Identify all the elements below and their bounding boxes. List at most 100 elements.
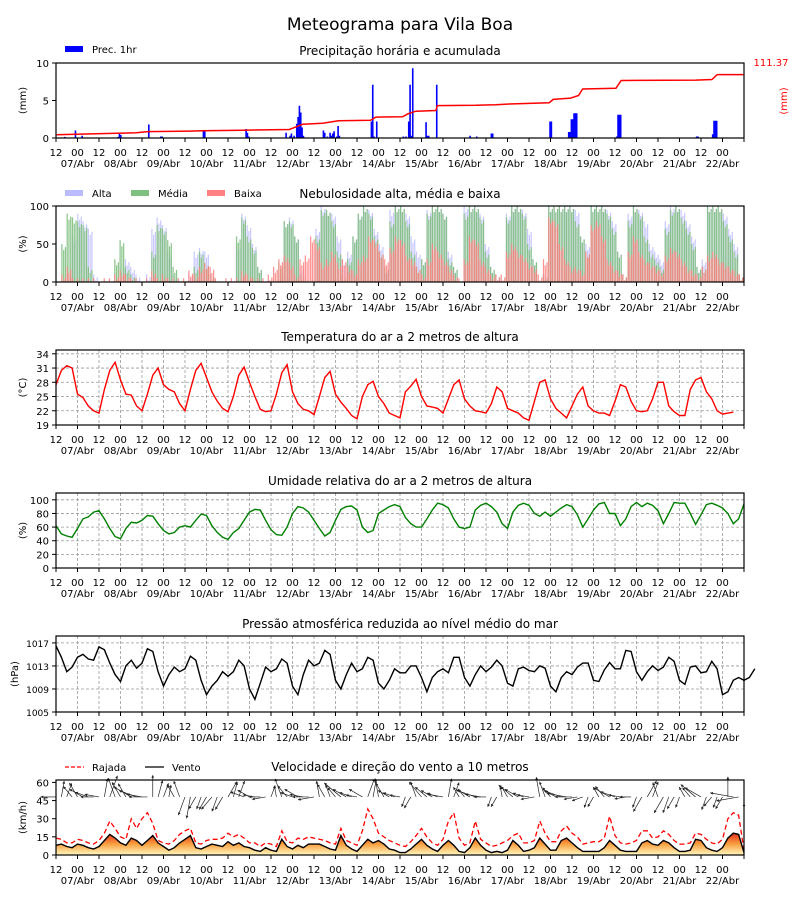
precip-bar bbox=[407, 121, 410, 138]
clouds-bar-baixa bbox=[154, 273, 157, 282]
clouds-bar-media bbox=[133, 277, 135, 282]
humidity-xtick-label: 12 bbox=[480, 578, 493, 589]
clouds-bar-baixa bbox=[477, 243, 479, 282]
clouds-bar-baixa bbox=[172, 278, 174, 282]
humidity-line bbox=[55, 501, 745, 541]
wind-arrow bbox=[662, 796, 670, 814]
clouds-bar-baixa bbox=[130, 278, 132, 282]
clouds-bar-media bbox=[735, 257, 737, 282]
clouds-bar-media bbox=[479, 217, 481, 282]
clouds-bar-baixa bbox=[516, 251, 518, 282]
clouds-bar-baixa bbox=[366, 258, 368, 282]
clouds-xtick-label: 00 bbox=[243, 292, 256, 303]
precip-bar bbox=[302, 135, 305, 138]
clouds-bar-baixa bbox=[519, 254, 522, 282]
pressure-date-label: 22/Abr bbox=[706, 733, 740, 744]
clouds-bar-baixa bbox=[675, 251, 677, 282]
clouds-bar-baixa bbox=[740, 280, 742, 282]
clouds-bar-media bbox=[521, 213, 523, 282]
legend-label-gust: Rajada bbox=[92, 763, 126, 774]
clouds-bar-baixa bbox=[698, 280, 700, 282]
wind-xtick-label: 00 bbox=[587, 865, 600, 876]
wind-arrow-head bbox=[498, 784, 502, 788]
clouds-date-label: 11/Abr bbox=[233, 303, 267, 314]
humidity-frame bbox=[55, 492, 745, 569]
clouds-bar-baixa bbox=[407, 261, 409, 282]
clouds-bar-baixa bbox=[117, 277, 119, 282]
humidity-ytick-label: 40 bbox=[36, 537, 49, 548]
clouds-bar-alta bbox=[137, 280, 139, 282]
humidity-ylabel: (%) bbox=[18, 522, 29, 539]
clouds-bar-baixa bbox=[280, 265, 282, 282]
clouds-bar-baixa bbox=[650, 269, 652, 282]
clouds-date-label: 21/Abr bbox=[663, 303, 697, 314]
clouds-bar-media bbox=[721, 209, 723, 282]
precip-bar bbox=[337, 126, 339, 138]
clouds-bar-media bbox=[200, 257, 202, 282]
clouds-bar-media bbox=[606, 213, 608, 282]
clouds-bar-media bbox=[364, 212, 366, 282]
clouds-bar-media bbox=[114, 259, 116, 282]
humidity-date-label: 19/Abr bbox=[577, 589, 611, 600]
clouds-bar-baixa bbox=[467, 262, 469, 282]
precip-bar bbox=[575, 113, 578, 138]
clouds-bar-baixa bbox=[417, 272, 419, 282]
clouds-bar-baixa bbox=[350, 269, 352, 282]
humidity-xtick-label: 12 bbox=[308, 578, 321, 589]
pressure-date-label: 11/Abr bbox=[233, 733, 267, 744]
clouds-bar-media bbox=[153, 257, 155, 282]
clouds-bar-baixa bbox=[299, 259, 301, 282]
precip-bar bbox=[426, 135, 429, 138]
clouds-bar-media bbox=[366, 209, 368, 282]
pressure-xtick-label: 12 bbox=[351, 722, 364, 733]
precip-bar bbox=[714, 120, 717, 138]
clouds-bar-media bbox=[528, 250, 531, 282]
clouds-bar-baixa bbox=[241, 270, 243, 282]
clouds-bar-baixa bbox=[161, 274, 164, 282]
clouds-bar-media bbox=[167, 240, 169, 282]
clouds-bar-alta bbox=[417, 257, 419, 282]
clouds-bar-media bbox=[530, 247, 532, 282]
clouds-bar-media bbox=[161, 228, 164, 282]
temperature-ytick-label: 19 bbox=[36, 421, 49, 432]
precip-date-label: 09/Abr bbox=[147, 159, 181, 170]
wind-arrow bbox=[543, 790, 562, 798]
wind-arrow-head bbox=[167, 784, 170, 788]
clouds-bar-baixa bbox=[604, 239, 606, 282]
clouds-bar-media bbox=[719, 212, 721, 282]
wind-panel: Velocidade e direção do vento a 10 metro… bbox=[18, 760, 746, 887]
wind-arrow-head bbox=[453, 787, 456, 791]
precip-bar bbox=[695, 136, 698, 138]
clouds-bar-baixa bbox=[375, 246, 377, 282]
clouds-bar-media bbox=[729, 242, 732, 282]
wind-arrow-head bbox=[520, 797, 524, 801]
clouds-bar-media bbox=[699, 269, 702, 282]
pressure-xtick-label: 12 bbox=[265, 722, 278, 733]
clouds-bar-baixa bbox=[340, 266, 342, 282]
temperature-xtick-label: 00 bbox=[501, 435, 514, 446]
clouds-bar-media bbox=[736, 254, 739, 282]
wind-arrow-head bbox=[684, 787, 688, 791]
pressure-date-label: 16/Abr bbox=[448, 733, 482, 744]
precip-date-label: 19/Abr bbox=[577, 159, 611, 170]
clouds-date-label: 14/Abr bbox=[362, 303, 396, 314]
precip-panel: Precipitação horária e acumulada 0 5 10 (mm)… bbox=[18, 44, 790, 170]
clouds-xtick-label: 12 bbox=[351, 292, 364, 303]
precip-xtick-label: 00 bbox=[329, 148, 342, 159]
precip-date-label: 13/Abr bbox=[319, 159, 353, 170]
wind-arrow bbox=[119, 790, 137, 798]
clouds-bar-baixa bbox=[474, 240, 476, 282]
pressure-date-label: 19/Abr bbox=[577, 733, 611, 744]
wind-arrow-head bbox=[230, 791, 234, 795]
temperature-xtick-label: 00 bbox=[415, 435, 428, 446]
clouds-bar-alta bbox=[133, 269, 135, 282]
clouds-bar-baixa bbox=[371, 239, 374, 282]
clouds-bar-media bbox=[509, 220, 511, 282]
clouds-bar-baixa bbox=[343, 265, 345, 282]
wind-date-label: 08/Abr bbox=[104, 876, 138, 887]
clouds-bar-baixa bbox=[597, 227, 599, 282]
wind-arrow-head bbox=[632, 804, 635, 808]
precip-bar bbox=[335, 136, 338, 138]
clouds-bar-baixa bbox=[251, 278, 254, 282]
precip-xtick-label: 12 bbox=[394, 148, 407, 159]
